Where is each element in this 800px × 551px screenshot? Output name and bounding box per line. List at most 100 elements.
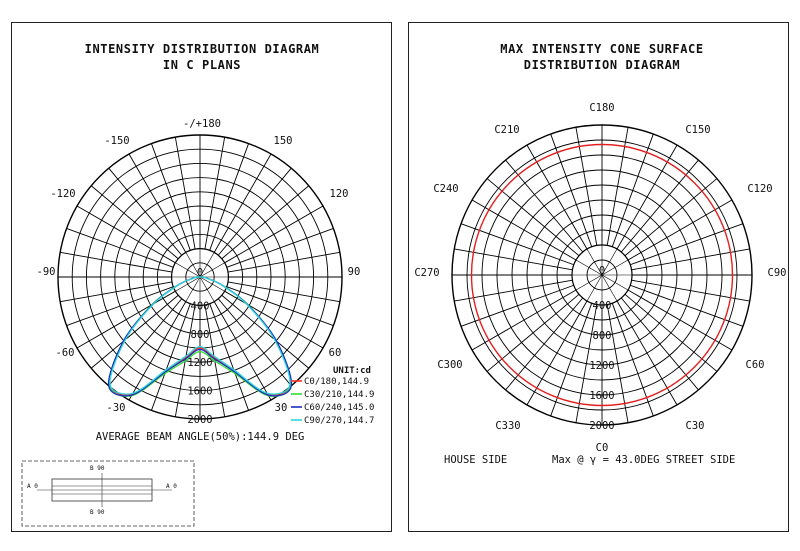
grid-spoke (624, 178, 718, 257)
grid-spoke (526, 300, 588, 406)
grid-spoke (227, 281, 340, 303)
grid-spoke (209, 143, 249, 251)
c-label-240: C240 (433, 183, 458, 195)
ring-label: 1200 (589, 360, 614, 372)
key-frame (21, 460, 195, 527)
grid-spoke (624, 293, 718, 372)
right-title-line1: MAX INTENSITY CONE SURFACE (500, 42, 703, 56)
angle-label-neg90: -90 (37, 266, 56, 278)
grid-spoke (550, 133, 593, 247)
key-label-a-right: A 0 (166, 483, 177, 490)
grid-inner-spoke (601, 274, 629, 291)
c-label-300: C300 (437, 359, 462, 371)
grid-inner-spoke (199, 276, 215, 302)
cone-surface-polar-chart: MAX INTENSITY CONE SURFACE DISTRIBUTION … (414, 42, 786, 466)
grid-spoke (460, 223, 574, 266)
grid-inner-spoke (601, 259, 629, 276)
grid-spoke (630, 284, 744, 327)
grid-inner-spoke (175, 262, 201, 278)
grid-inner-spoke (575, 259, 603, 276)
right-title-line2: DISTRIBUTION DIAGRAM (524, 58, 681, 72)
grid-spoke (217, 167, 292, 256)
grid-spoke (76, 205, 176, 264)
legend-entry: C90/270,144.7 (304, 416, 374, 426)
ring-label: 800 (593, 330, 612, 342)
grid-spoke (616, 144, 678, 250)
grid-spoke (611, 133, 654, 247)
grid-spoke (174, 137, 196, 250)
key-label-a-left: A 0 (27, 483, 38, 490)
ring-label: 2000 (589, 420, 614, 432)
angle-label-30: 30 (275, 402, 288, 414)
grid-spoke (526, 144, 588, 250)
house-side-label: HOUSE SIDE (444, 454, 507, 466)
ring-label: 400 (593, 300, 612, 312)
grid-spoke (505, 297, 584, 391)
grid-inner-spoke (601, 248, 618, 276)
c-label-330: C330 (495, 420, 520, 432)
grid-spoke (486, 293, 580, 372)
grid-spoke (60, 281, 173, 303)
angle-label-150: 150 (274, 135, 293, 147)
c-label-270: C270 (414, 267, 439, 279)
left-polar-grid (57, 134, 343, 420)
angle-label-neg30: -30 (107, 402, 126, 414)
grid-spoke (226, 286, 334, 326)
grid-inner-spoke (575, 274, 603, 291)
ring-label: 400 (191, 300, 210, 312)
cone-surface-panel: MAX INTENSITY CONE SURFACE DISTRIBUTION … (408, 22, 789, 532)
grid-inner-spoke (199, 262, 225, 278)
grid-spoke (471, 289, 577, 351)
grid-inner-spoke (185, 276, 201, 302)
grid-spoke (151, 303, 191, 411)
grid-inner-spoke (586, 274, 603, 302)
right-ring-labels: 0 400 800 1200 1600 2000 (589, 265, 614, 432)
c-label-30: C30 (686, 420, 705, 432)
grid-spoke (505, 159, 584, 253)
key-label-b-bottom: B 90 (90, 509, 105, 516)
grid-spoke (128, 301, 187, 401)
right-series-group (470, 143, 734, 407)
c-label-210: C210 (494, 124, 519, 136)
angle-label-top: -/+180 (183, 118, 221, 130)
ring-label: 0 (599, 265, 605, 277)
grid-spoke (227, 251, 340, 273)
c-label-0: C0 (596, 442, 609, 454)
key-label-b-top: B 90 (90, 465, 105, 472)
grid-spoke (221, 294, 310, 369)
grid-spoke (627, 199, 733, 261)
grid-inner-spoke (199, 276, 225, 292)
grid-spoke (471, 199, 577, 261)
grid-spoke (90, 185, 179, 260)
grid-inner-spoke (199, 252, 215, 278)
grid-spoke (108, 298, 183, 387)
grid-spoke (221, 185, 310, 260)
grid-spoke (630, 223, 744, 266)
grid-spoke (66, 286, 174, 326)
ring-label: 0 (197, 267, 203, 279)
angle-label-neg60: -60 (56, 347, 75, 359)
legend-entry: C30/210,144.9 (304, 390, 374, 400)
grid-spoke (60, 251, 173, 273)
c-label-150: C150 (685, 124, 710, 136)
grid-spoke (66, 228, 174, 268)
c-label-120: C120 (747, 183, 772, 195)
grid-spoke (151, 143, 191, 251)
angle-label-neg150: -150 (104, 135, 129, 147)
grid-spoke (616, 300, 678, 406)
ring-label: 1200 (187, 357, 212, 369)
angle-label-neg120: -120 (50, 188, 75, 200)
grid-spoke (226, 228, 334, 268)
grid-spoke (486, 178, 580, 257)
left-title-line2: IN C PLANS (163, 58, 241, 72)
orientation-key: B 90 B 90 A 0 A 0 (21, 460, 195, 527)
grid-inner-spoke (175, 276, 201, 292)
unit-label: UNIT:cd (333, 366, 371, 376)
grid-spoke (460, 284, 574, 327)
left-series-group (107, 276, 293, 397)
grid-spoke (611, 303, 654, 417)
beam-angle-footer: AVERAGE BEAM ANGLE(50%):144.9 DEG (96, 431, 305, 443)
grid-spoke (76, 290, 176, 349)
grid-spoke (108, 167, 183, 256)
grid-inner-spoke (586, 248, 603, 276)
